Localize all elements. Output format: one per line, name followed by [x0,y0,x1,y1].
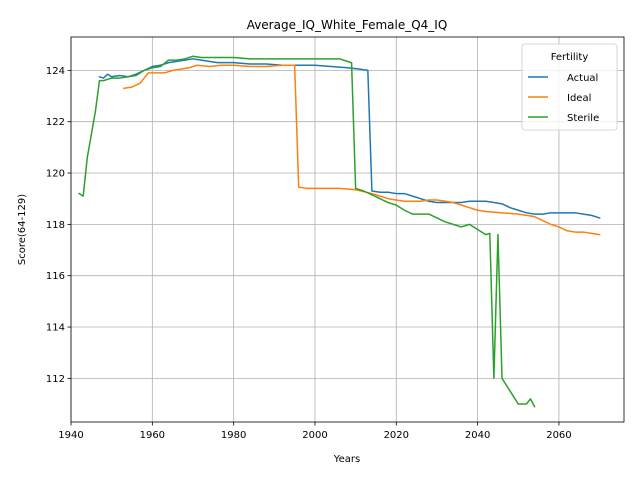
series-line-ideal [123,64,601,236]
x-tick-label: 2040 [465,430,490,441]
x-tick-label: 2060 [546,430,571,441]
legend-box [521,43,618,131]
legend-entries: Actual Ideal Sterile [528,73,599,124]
y-tick-label: 114 [46,323,65,334]
grid [70,37,624,422]
chart-title: Average_IQ_White_Female_Q4_IQ [247,18,448,32]
plot-frame [70,36,625,423]
x-tick-label: 1980 [221,430,246,441]
legend-label-ideal: Ideal [567,93,591,104]
y-tick-label: 118 [46,220,65,231]
y-tick-label: 120 [46,169,65,180]
legend-label-sterile: Sterile [567,113,599,124]
legend-label-actual: Actual [567,73,598,84]
x-tick-label: 2020 [384,430,409,441]
x-tick-label: 1960 [140,430,165,441]
x-tick-label: 2000 [302,430,327,441]
legend: Fertility Actual Ideal Sterile [521,43,618,131]
y-tick-label: 116 [46,271,65,282]
y-tick-label: 112 [46,374,65,385]
y-axis-label: Score(64-129) [17,194,28,265]
legend-title: Fertility [551,52,589,63]
series-line-sterile [78,55,536,408]
series-lines [78,55,601,408]
axis-ticks: 1940 1960 1980 2000 2020 2040 2060 112 114 116 118… [46,66,572,441]
x-axis-label: Years [333,454,360,465]
y-tick-label: 122 [46,117,65,128]
y-tick-label: 124 [46,66,65,77]
x-tick-label: 1940 [58,430,83,441]
